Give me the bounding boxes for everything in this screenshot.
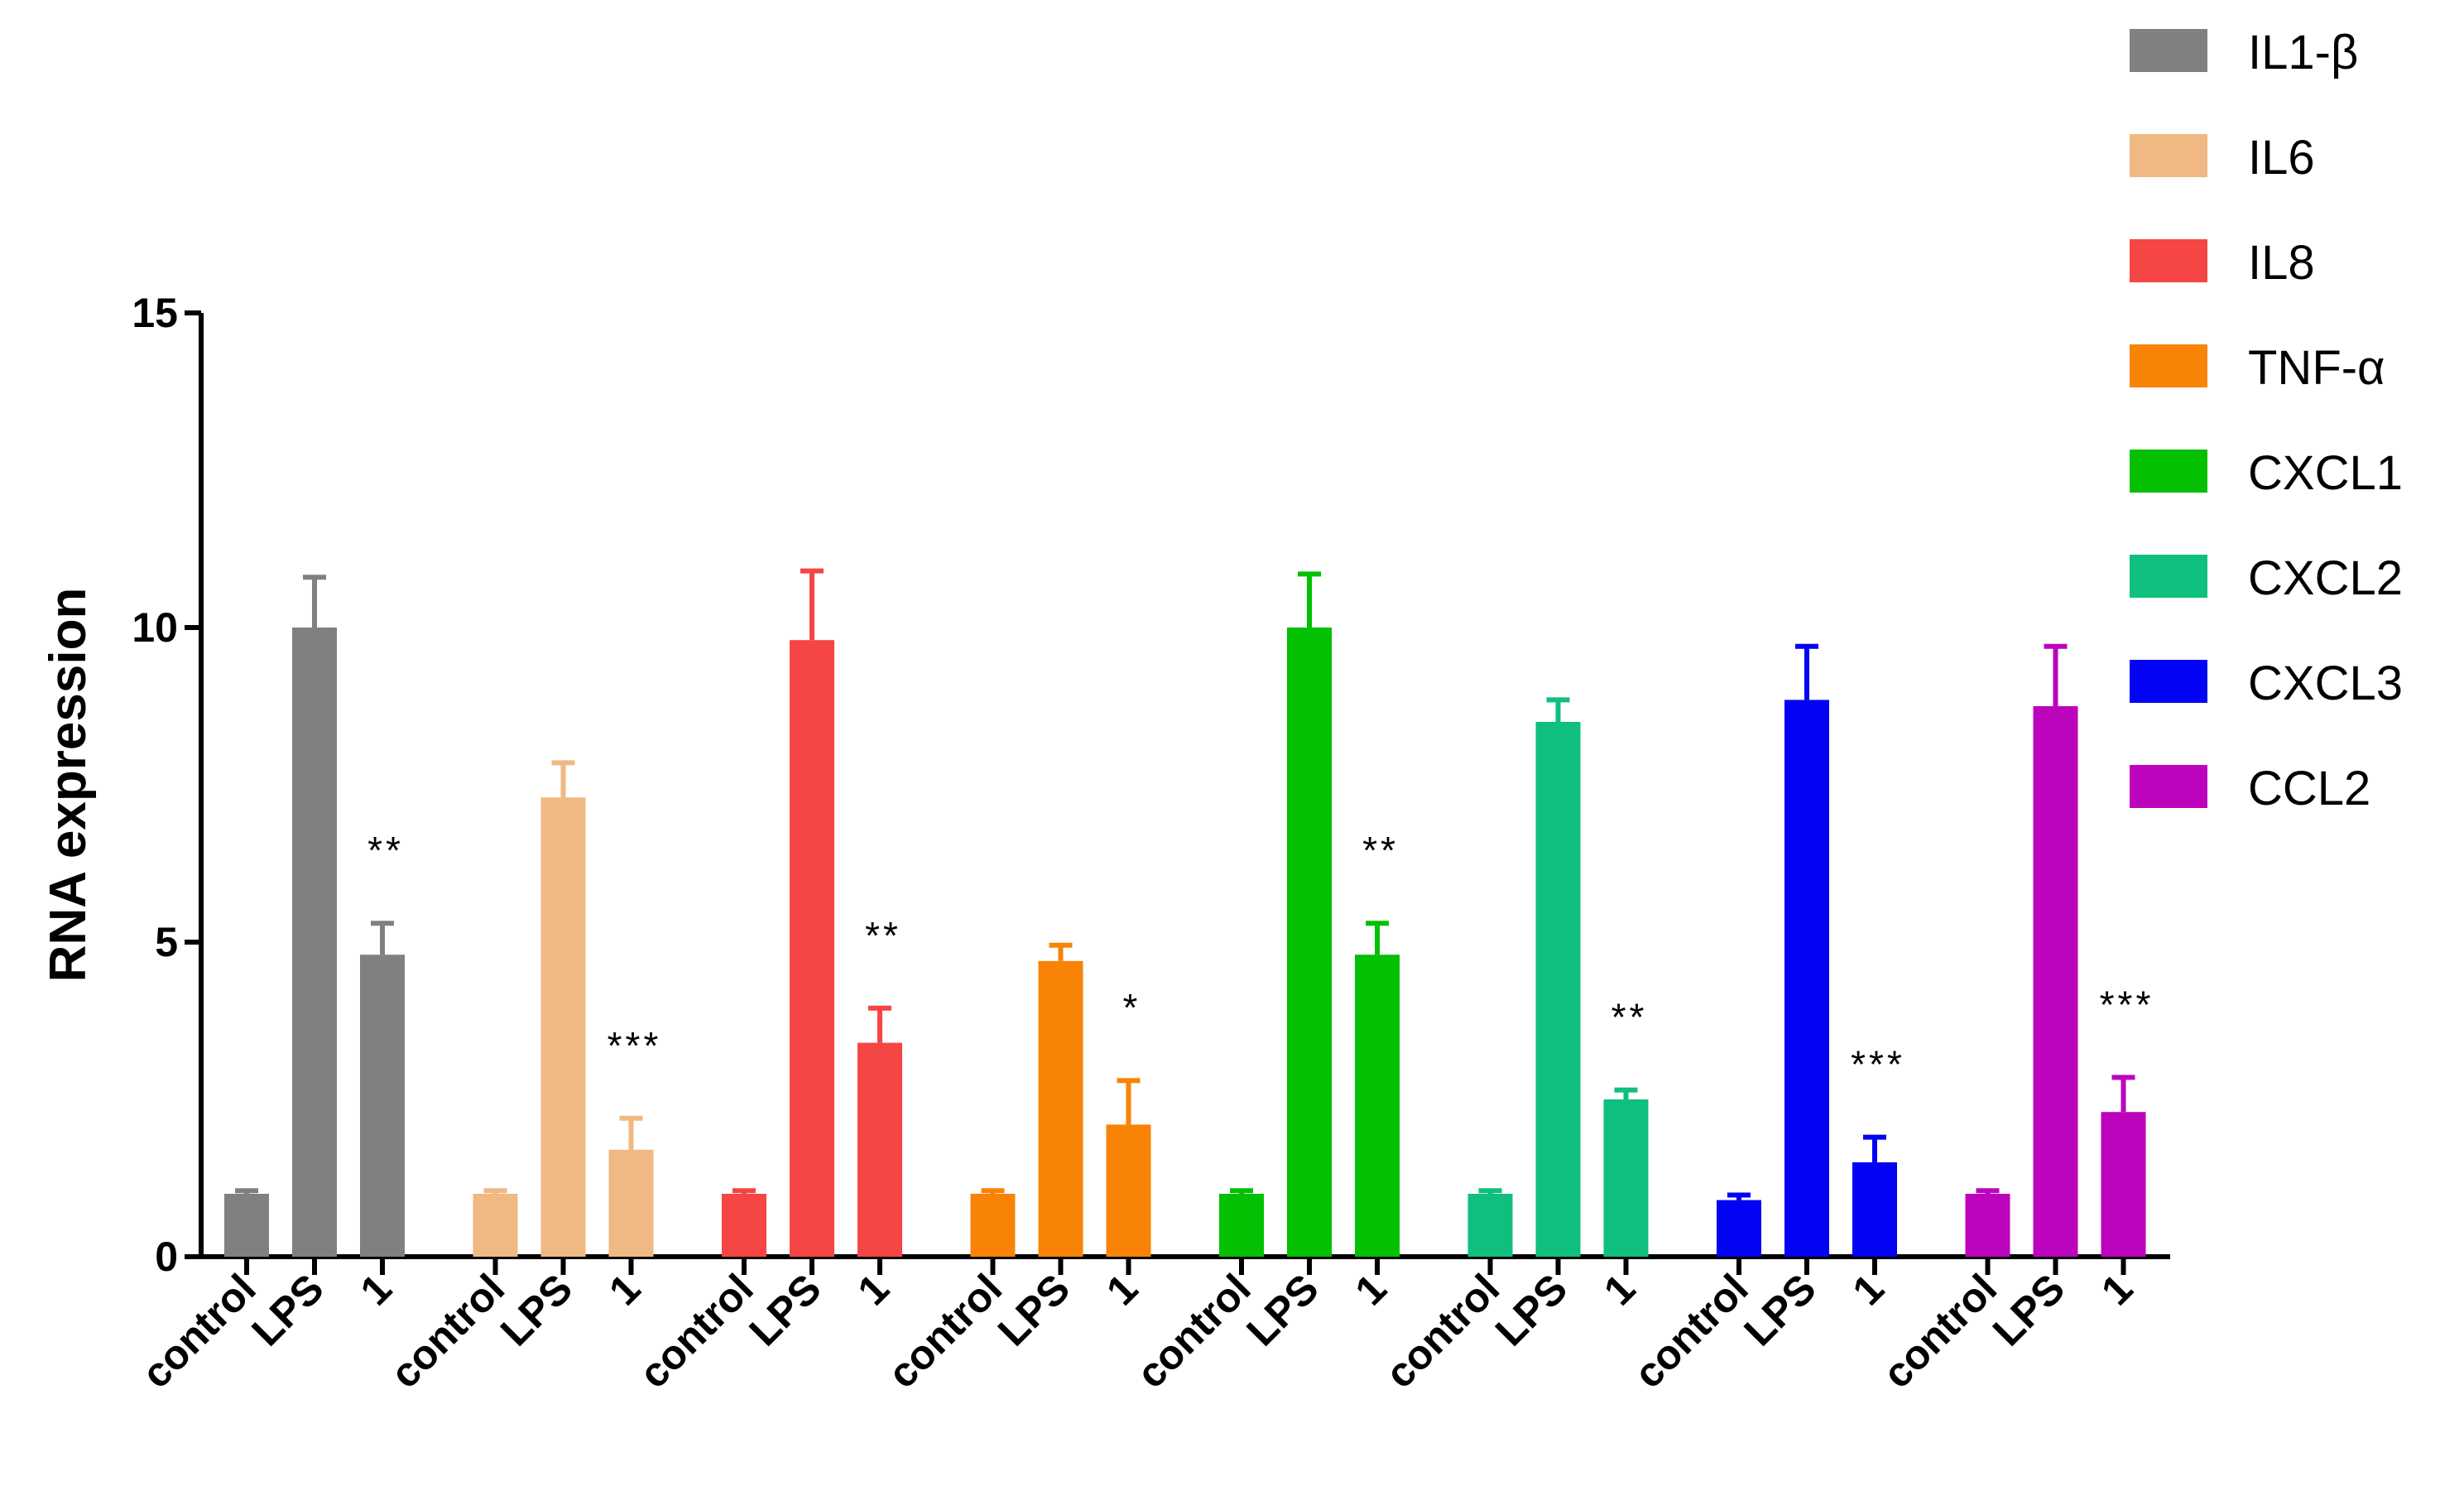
legend-item: IL8 [2130,236,2315,290]
legend: IL1-β IL6 IL8 TNF-α CXCL1 CXCL2 CXCL3 CCL2 [2130,26,2403,815]
legend-swatch [2130,765,2207,808]
significance-label: *** [2100,983,2154,1026]
legend-item: IL1-β [2130,26,2358,79]
bar-group-il6: *** [473,760,662,1257]
y-axis: 0 5 10 15 [132,290,204,1280]
legend-label: CXCL2 [2248,551,2403,605]
bar [224,1194,269,1257]
x-tick-label: LPS [1735,1265,1824,1354]
bar-group-il1-: ** [224,575,405,1257]
x-tick-label: LPS [989,1265,1078,1354]
bar-group-cxcl2: ** [1467,697,1649,1257]
legend-item: CXCL1 [2130,446,2403,500]
bar [1717,1200,1761,1257]
significance-label: ** [865,914,901,957]
legend-item: CXCL2 [2130,551,2403,605]
x-tick-label: LPS [1984,1265,2073,1354]
x-tick-label: 1 [1844,1265,1893,1314]
legend-label: TNF-α [2248,341,2385,395]
x-tick-label: 1 [849,1265,898,1314]
bar-group-il8: ** [722,568,902,1257]
bar [540,797,586,1257]
bar [1603,1099,1649,1257]
x-tick-label: 1 [1098,1265,1146,1314]
bar [473,1194,518,1257]
bar [2101,1112,2146,1257]
y-axis-label: RNA expression [40,588,97,983]
bar-group-cxcl3: *** [1717,643,1905,1257]
legend-label: CXCL3 [2248,657,2403,710]
x-tick-label: LPS [740,1265,829,1354]
significance-label: * [1123,986,1141,1029]
bar [790,640,834,1257]
bar [1852,1162,1897,1257]
y-tick-label: 15 [132,290,178,336]
bar-group-cxcl1: ** [1219,571,1400,1257]
x-tick-label: LPS [1237,1265,1327,1354]
bar [1219,1194,1264,1257]
bar [1467,1194,1513,1257]
x-tick-label: LPS [243,1265,332,1354]
y-tick-label: 5 [155,919,178,965]
bar-group-tnf-: * [970,942,1151,1257]
x-tick-label: 1 [2092,1265,2141,1314]
bar [2033,706,2078,1257]
x-tick-label: control [630,1265,761,1397]
x-tick-label: LPS [492,1265,581,1354]
y-tick-label: 10 [132,604,178,651]
significance-label: ** [367,829,404,872]
bar [722,1194,766,1257]
legend-swatch [2130,239,2207,282]
bar [292,628,337,1257]
legend-swatch [2130,450,2207,493]
bar [1965,1194,2010,1257]
legend-item: IL6 [2130,131,2315,185]
bar-group-ccl2: *** [1965,643,2154,1257]
legend-label: IL1-β [2248,26,2358,79]
bar [970,1194,1016,1257]
bars: ****************** [224,568,2154,1257]
bar [1535,722,1581,1257]
x-tick-label: control [382,1265,513,1397]
x-tick-label: control [1625,1265,1756,1397]
bar [608,1149,654,1257]
x-tick-label: control [1874,1265,2005,1397]
legend-swatch [2130,134,2207,177]
legend-swatch [2130,555,2207,598]
x-tick-label: control [132,1265,264,1397]
bar [1038,960,1083,1257]
legend-label: IL6 [2248,131,2315,185]
significance-label: *** [608,1024,662,1067]
bar [1287,628,1332,1257]
legend-swatch [2130,29,2207,72]
x-tick-label: control [879,1265,1011,1397]
x-tick-label: 1 [1595,1265,1644,1314]
legend-label: CCL2 [2248,762,2370,815]
y-tick-label: 0 [155,1234,178,1280]
legend-item: CCL2 [2130,762,2370,815]
legend-label: CXCL1 [2248,446,2403,500]
legend-item: CXCL3 [2130,657,2403,710]
bar [1106,1124,1151,1257]
significance-label: *** [1851,1043,1905,1086]
legend-label: IL8 [2248,236,2315,290]
legend-swatch [2130,660,2207,703]
significance-label: ** [1611,996,1648,1039]
x-tick-label: 1 [352,1265,401,1314]
x-tick-label: 1 [600,1265,649,1314]
bar [1784,700,1829,1257]
x-tick-label: LPS [1487,1265,1576,1354]
legend-item: TNF-α [2130,341,2385,395]
bar [360,955,405,1257]
x-tick-label: control [1376,1265,1508,1397]
significance-label: ** [1362,829,1399,872]
x-tick-label: 1 [1347,1265,1395,1314]
bar [857,1042,902,1257]
bar [1355,955,1400,1257]
x-tick-label: control [1127,1265,1259,1397]
legend-swatch [2130,344,2207,387]
